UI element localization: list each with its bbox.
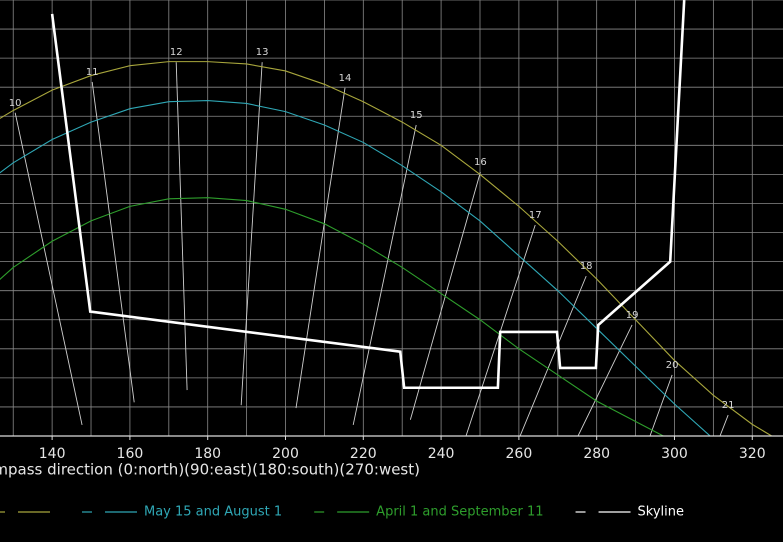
legend-label: May 15 and August 1 (144, 505, 282, 520)
legend-label: Skyline (638, 505, 684, 520)
x-tick-label: 280 (583, 446, 610, 462)
hour-label: 16 (474, 157, 487, 168)
hour-label: 12 (170, 47, 183, 58)
hour-label: 15 (410, 110, 423, 121)
hour-label: 20 (666, 360, 679, 371)
x-tick-label: 140 (39, 446, 66, 462)
hour-label: 14 (339, 73, 352, 84)
hour-line (519, 275, 587, 436)
x-tick-label: 220 (350, 446, 377, 462)
legend-label: April 1 and September 11 (376, 505, 543, 520)
hour-line (240, 62, 263, 406)
hour-label: 11 (86, 67, 99, 78)
sun-path (0, 100, 711, 436)
hour-label: 19 (626, 310, 639, 321)
hour-line (649, 374, 673, 436)
hour-line (91, 81, 135, 403)
hour-label: 17 (529, 210, 542, 221)
hour-line (295, 87, 346, 409)
skyline (50, 0, 686, 390)
x-tick-label: 240 (428, 446, 455, 462)
x-axis-label: Compass direction (0:north)(90:east)(180… (0, 461, 420, 479)
x-tick-label: 260 (506, 446, 533, 462)
hour-label: 21 (722, 400, 735, 411)
sun-path (0, 61, 773, 436)
hour-line (577, 324, 633, 436)
hour-label: 18 (580, 261, 593, 272)
legend: May 15 and August 1 April 1 and September… (0, 505, 684, 520)
x-tick-label: 300 (661, 446, 688, 462)
sun-path (0, 197, 665, 436)
x-tick-label: 200 (272, 446, 299, 462)
hour-line (352, 124, 417, 426)
plot-area (0, 0, 773, 436)
hour-label: 13 (256, 47, 269, 58)
x-tick-label: 160 (117, 446, 144, 462)
hour-label: 10 (9, 98, 22, 109)
hour-line (465, 224, 536, 436)
x-tick-label: 180 (194, 446, 221, 462)
x-tick-label: 320 (739, 446, 766, 462)
hour-line (719, 414, 729, 436)
hour-line (175, 62, 188, 391)
hour-line (14, 112, 83, 426)
